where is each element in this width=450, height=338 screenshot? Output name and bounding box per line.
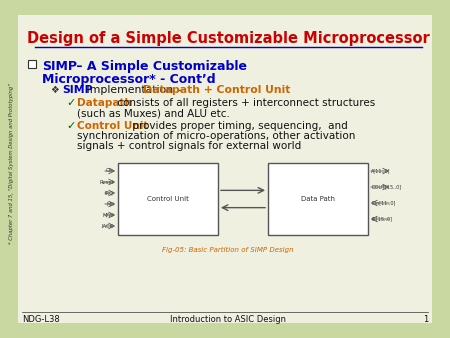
- Text: Implementation –: Implementation –: [83, 85, 185, 95]
- Text: Data Path: Data Path: [301, 196, 335, 202]
- Text: Design of a Simple Customizable Microprocessor: Design of a Simple Customizable Micropro…: [27, 31, 429, 46]
- Text: Introduction to ASIC Design: Introduction to ASIC Design: [170, 315, 286, 324]
- Text: M/I: M/I: [106, 201, 114, 207]
- Text: IR[15..0]: IR[15..0]: [371, 217, 392, 221]
- Text: Control Unit: Control Unit: [77, 121, 148, 131]
- Text: ❖: ❖: [50, 85, 59, 95]
- Text: A[11..0]: A[11..0]: [371, 169, 391, 173]
- Text: ✓: ✓: [66, 98, 76, 108]
- Text: Reset: Reset: [99, 179, 114, 185]
- Text: IACK: IACK: [102, 223, 114, 228]
- Text: SIMP: SIMP: [42, 60, 77, 73]
- Bar: [268, 163, 368, 235]
- Text: 1: 1: [423, 315, 428, 324]
- Text: Fig-05: Basic Partition of SIMP Design: Fig-05: Basic Partition of SIMP Design: [162, 247, 294, 253]
- Text: NDG-L38: NDG-L38: [22, 315, 60, 324]
- Text: Microprocessor* - Cont’d: Microprocessor* - Cont’d: [42, 73, 216, 86]
- Text: provides proper timing, sequencing,  and: provides proper timing, sequencing, and: [129, 121, 348, 131]
- Text: Datapath + Control Unit: Datapath + Control Unit: [143, 85, 290, 95]
- Text: ✓: ✓: [66, 121, 76, 131]
- Text: – A Simple Customizable: – A Simple Customizable: [72, 60, 247, 73]
- Text: DOUT[15..0]: DOUT[15..0]: [371, 185, 401, 190]
- Text: Clk: Clk: [106, 169, 114, 173]
- Text: Din[11..0]: Din[11..0]: [371, 200, 396, 206]
- Text: M/W: M/W: [103, 213, 114, 217]
- Text: signals + control signals for external world: signals + control signals for external w…: [77, 141, 301, 151]
- Text: Control Unit: Control Unit: [147, 196, 189, 202]
- Bar: [28, 60, 36, 68]
- Text: IRQ: IRQ: [105, 191, 114, 195]
- Text: (such as Muxes) and ALU etc.: (such as Muxes) and ALU etc.: [77, 109, 230, 119]
- Text: synchronization of micro-operations, other activation: synchronization of micro-operations, oth…: [77, 131, 356, 141]
- Text: Datapath: Datapath: [77, 98, 132, 108]
- Text: consists of all registers + interconnect structures: consists of all registers + interconnect…: [114, 98, 375, 108]
- Text: SIMP: SIMP: [62, 85, 93, 95]
- Text: * Chapter 7 and 15, “Digital System Design and Prototyping”: * Chapter 7 and 15, “Digital System Desi…: [9, 82, 14, 243]
- Bar: [118, 163, 218, 235]
